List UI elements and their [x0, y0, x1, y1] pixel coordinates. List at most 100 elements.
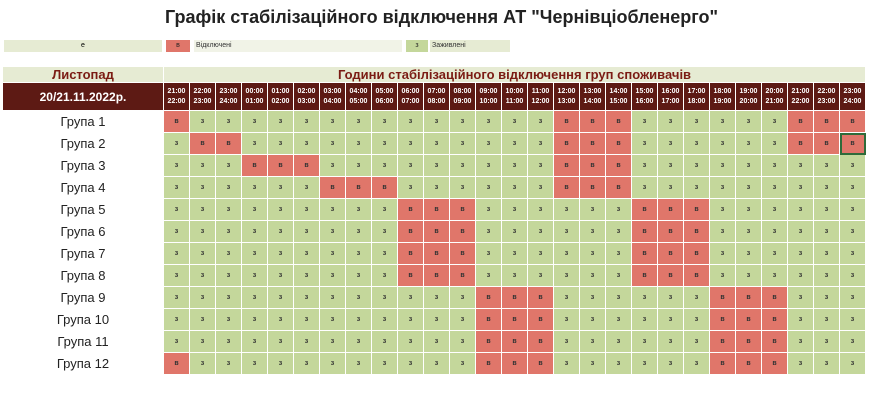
status-cell[interactable]: з [319, 308, 346, 331]
status-cell[interactable]: з [631, 132, 658, 155]
status-cell[interactable]: з [319, 330, 346, 353]
status-cell[interactable]: в [553, 176, 580, 199]
status-cell[interactable]: з [813, 330, 840, 353]
status-cell[interactable]: з [241, 242, 268, 265]
status-cell[interactable]: з [813, 154, 840, 177]
status-cell[interactable]: в [787, 110, 814, 133]
status-cell[interactable]: в [683, 264, 710, 287]
status-cell[interactable]: з [787, 220, 814, 243]
status-cell[interactable]: з [215, 198, 242, 221]
status-cell[interactable]: з [657, 286, 684, 309]
status-cell[interactable]: в [553, 110, 580, 133]
status-cell[interactable]: з [579, 220, 606, 243]
status-cell[interactable]: з [839, 308, 866, 331]
status-cell[interactable]: з [761, 176, 788, 199]
status-cell[interactable]: з [579, 198, 606, 221]
status-cell[interactable]: з [605, 220, 632, 243]
status-cell[interactable]: в [787, 132, 814, 155]
status-cell[interactable]: з [189, 110, 216, 133]
status-cell[interactable]: з [735, 220, 762, 243]
status-cell[interactable]: з [319, 242, 346, 265]
status-cell[interactable]: з [397, 110, 424, 133]
status-cell[interactable]: з [163, 154, 190, 177]
status-cell[interactable]: з [683, 352, 710, 375]
status-cell[interactable]: з [787, 154, 814, 177]
status-cell[interactable]: в [189, 132, 216, 155]
status-cell[interactable]: в [579, 110, 606, 133]
status-cell[interactable]: в [761, 330, 788, 353]
status-cell[interactable]: з [605, 264, 632, 287]
status-cell[interactable]: з [423, 330, 450, 353]
status-cell[interactable]: з [293, 110, 320, 133]
status-cell[interactable]: з [527, 110, 554, 133]
status-cell[interactable]: з [787, 308, 814, 331]
status-cell[interactable]: з [397, 286, 424, 309]
status-cell[interactable]: в [449, 198, 476, 221]
status-cell[interactable]: з [553, 352, 580, 375]
status-cell[interactable]: з [527, 264, 554, 287]
status-cell[interactable]: з [319, 198, 346, 221]
status-cell[interactable]: з [683, 308, 710, 331]
status-cell[interactable]: з [267, 220, 294, 243]
status-cell[interactable]: з [293, 242, 320, 265]
status-cell[interactable]: з [683, 286, 710, 309]
status-cell[interactable]: з [371, 198, 398, 221]
status-cell[interactable]: з [787, 242, 814, 265]
status-cell[interactable]: з [761, 198, 788, 221]
status-cell[interactable]: в [605, 176, 632, 199]
status-cell[interactable]: з [735, 264, 762, 287]
status-cell[interactable]: з [371, 264, 398, 287]
status-cell[interactable]: в [761, 352, 788, 375]
status-cell[interactable]: в [605, 154, 632, 177]
status-cell[interactable]: з [605, 352, 632, 375]
status-cell[interactable]: з [735, 132, 762, 155]
status-cell[interactable]: з [657, 330, 684, 353]
status-cell[interactable]: з [241, 132, 268, 155]
status-cell[interactable]: з [475, 220, 502, 243]
status-cell[interactable]: з [813, 198, 840, 221]
status-cell[interactable]: з [501, 154, 528, 177]
status-cell[interactable]: з [397, 176, 424, 199]
status-cell[interactable]: в [709, 352, 736, 375]
status-cell[interactable]: в [735, 286, 762, 309]
status-cell[interactable]: в [397, 264, 424, 287]
status-cell[interactable]: з [397, 132, 424, 155]
status-cell[interactable]: з [163, 308, 190, 331]
status-cell[interactable]: з [735, 154, 762, 177]
status-cell[interactable]: з [761, 242, 788, 265]
status-cell[interactable]: з [527, 242, 554, 265]
status-cell[interactable]: з [761, 264, 788, 287]
status-cell[interactable]: з [163, 132, 190, 155]
status-cell[interactable]: в [579, 132, 606, 155]
status-cell[interactable]: в [735, 330, 762, 353]
status-cell[interactable]: з [475, 176, 502, 199]
status-cell[interactable]: з [371, 286, 398, 309]
status-cell[interactable]: з [787, 352, 814, 375]
status-cell[interactable]: з [423, 176, 450, 199]
status-cell[interactable]: з [553, 264, 580, 287]
status-cell[interactable]: в [345, 176, 372, 199]
status-cell[interactable]: в [475, 308, 502, 331]
status-cell[interactable]: з [241, 286, 268, 309]
status-cell[interactable]: з [163, 176, 190, 199]
status-cell[interactable]: з [371, 110, 398, 133]
status-cell[interactable]: з [371, 330, 398, 353]
status-cell[interactable]: з [839, 220, 866, 243]
status-cell[interactable]: з [163, 330, 190, 353]
status-cell[interactable]: з [657, 132, 684, 155]
status-cell[interactable]: з [189, 154, 216, 177]
status-cell[interactable]: з [189, 286, 216, 309]
status-cell[interactable]: з [657, 154, 684, 177]
status-cell[interactable]: з [813, 308, 840, 331]
status-cell[interactable]: з [839, 264, 866, 287]
status-cell[interactable]: з [267, 176, 294, 199]
status-cell[interactable]: з [319, 286, 346, 309]
status-cell[interactable]: з [839, 286, 866, 309]
status-cell[interactable]: в [683, 242, 710, 265]
status-cell[interactable]: з [449, 110, 476, 133]
status-cell[interactable]: в [709, 308, 736, 331]
status-cell[interactable]: в [475, 286, 502, 309]
status-cell[interactable]: з [813, 352, 840, 375]
status-cell[interactable]: з [605, 308, 632, 331]
status-cell[interactable]: з [553, 242, 580, 265]
